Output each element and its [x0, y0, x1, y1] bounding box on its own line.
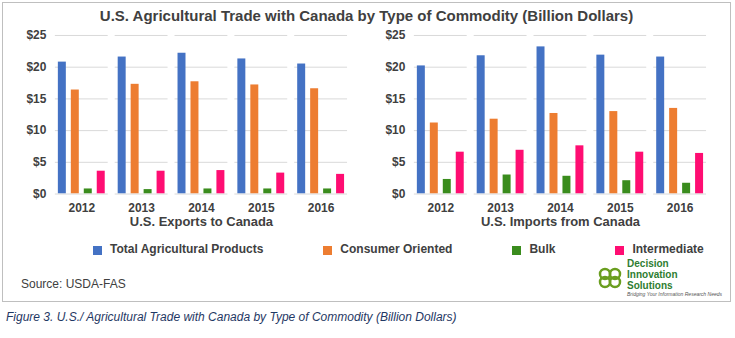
svg-text:$15: $15	[26, 92, 46, 106]
svg-text:$20: $20	[26, 60, 46, 74]
svg-text:2016: 2016	[667, 201, 694, 215]
html-text:Bridging Your Information Rese: Bridging Your Information Research Needs	[627, 291, 722, 297]
svg-text:$20: $20	[385, 60, 405, 74]
svg-text:$15: $15	[385, 92, 405, 106]
svg-text:2016: 2016	[308, 201, 335, 215]
svg-text:$5: $5	[33, 155, 47, 169]
svg-text:U.S. Exports to Canada: U.S. Exports to Canada	[130, 214, 274, 229]
svg-text:2013: 2013	[487, 201, 514, 215]
html-text:Source: USDA-FAS: Source: USDA-FAS	[21, 277, 126, 291]
html-text:Figure 3. U.S./ Agricultural T: Figure 3. U.S./ Agricultural Trade with …	[6, 310, 457, 324]
svg-text:$25: $25	[385, 28, 405, 42]
svg-text:$0: $0	[392, 187, 406, 201]
html-text:Decision Innovation Solutions: Decision Innovation Solutions	[627, 258, 678, 291]
svg-text:2015: 2015	[248, 201, 275, 215]
html-text:Consumer Oriented: Consumer Oriented	[340, 242, 453, 257]
svg-text:2014: 2014	[188, 201, 215, 215]
html-text:Intermediate: Intermediate	[632, 242, 704, 257]
html-text:Bulk: Bulk	[529, 242, 556, 257]
svg-text:2015: 2015	[607, 201, 634, 215]
svg-text:2012: 2012	[68, 201, 95, 215]
svg-text:$5: $5	[392, 155, 406, 169]
svg-text:U.S. Imports from Canada: U.S. Imports from Canada	[481, 214, 641, 229]
svg-text:$10: $10	[385, 123, 405, 137]
svg-text:$0: $0	[33, 187, 47, 201]
svg-text:$10: $10	[26, 123, 46, 137]
svg-text:2012: 2012	[427, 201, 454, 215]
html-text:Total Agricultural Products: Total Agricultural Products	[110, 242, 264, 257]
svg-text:2014: 2014	[547, 201, 574, 215]
html-text:U.S. Agricultural Trade with C: U.S. Agricultural Trade with Canada by T…	[99, 7, 634, 24]
svg-text:$25: $25	[26, 28, 46, 42]
svg-text:2013: 2013	[128, 201, 155, 215]
